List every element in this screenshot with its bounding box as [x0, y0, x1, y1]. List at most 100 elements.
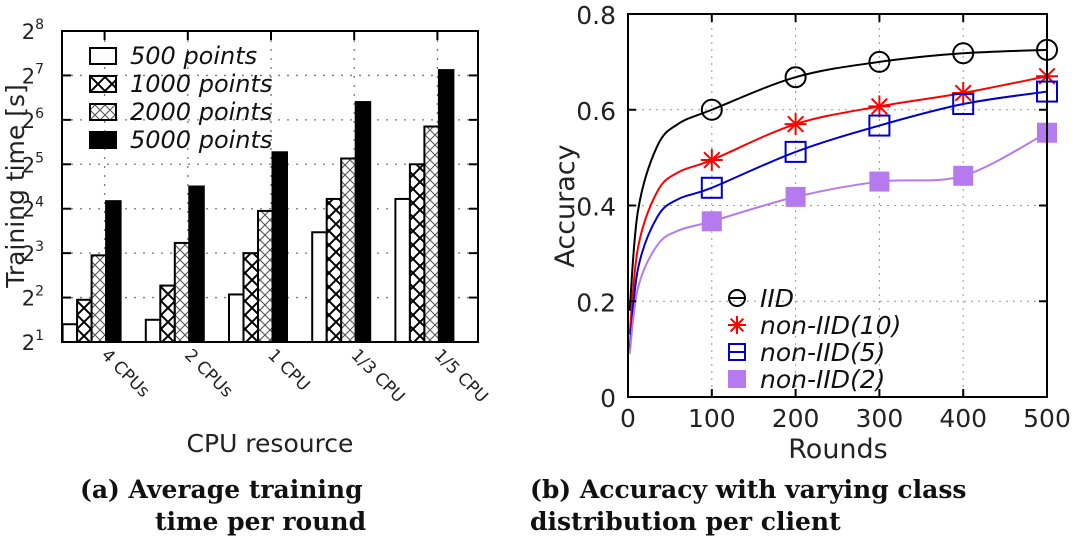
legend-label: 2000 points: [130, 98, 272, 126]
marker-circle: [700, 98, 723, 121]
legend-label: 5000 points: [130, 126, 272, 154]
marker-asterisk-stroke: [787, 115, 805, 133]
legend-swatch: [89, 103, 117, 121]
data-point: [868, 50, 891, 73]
bar-small-cross: [340, 157, 357, 343]
data-point: [784, 113, 807, 136]
y-tick-label: 21: [22, 328, 44, 355]
series-line-non-IID(10): [628, 75, 1048, 335]
caption-line2: time per round: [155, 507, 366, 536]
data-point: [952, 93, 975, 116]
data-point: [952, 42, 975, 65]
marker-asterisk-stroke: [870, 97, 888, 115]
legend-swatch: [89, 75, 117, 93]
y-tick-label: 27: [22, 61, 44, 88]
legend-swatch: [89, 47, 117, 65]
data-point: [784, 140, 807, 163]
y-tick-label: 25: [22, 150, 44, 177]
x-tick-label: 200: [772, 404, 820, 433]
bar-empty: [228, 293, 245, 343]
line-chart-accuracy: 00.20.40.60.80 100 200 300 400 500 IIDnon-IID…: [530, 1, 1071, 536]
x-tick-label: 1/3 CPU: [347, 345, 409, 407]
y-tick-label: 23: [22, 239, 44, 266]
bar-small-cross: [423, 125, 440, 344]
marker-square: [952, 93, 975, 116]
marker-asterisk-stroke: [703, 151, 721, 169]
bar-solid: [437, 69, 455, 344]
y-tick-label: 22: [22, 284, 44, 311]
bar-solid: [354, 101, 372, 344]
caption-line2: distribution per client: [530, 507, 841, 536]
caption-line1: (b) Accuracy with varying class: [530, 475, 966, 504]
bar-empty: [311, 231, 328, 343]
y-ticks: 21 22 23 24 25 26 27 28: [22, 17, 478, 355]
y-tick-label: 0.8: [576, 1, 616, 30]
legend-marker: [729, 317, 745, 333]
bar-empty: [61, 323, 79, 344]
bar-solid: [271, 151, 288, 343]
x-tick-label: 0: [620, 404, 636, 433]
marker-square: [868, 114, 891, 137]
x-tick-label: 1/5 CPU: [430, 345, 492, 407]
data-point: [700, 149, 723, 172]
x-axis-label: Rounds: [788, 434, 888, 465]
bar-big-cross: [76, 298, 93, 343]
marker-square-filled: [869, 171, 890, 192]
axis-ticks: 0 0.2 0.4 0.6 0.8 0 100 200 300 400 500: [576, 1, 1071, 433]
x-tick-label: 400: [939, 404, 987, 433]
data-point: [953, 165, 974, 186]
bar-big-cross: [325, 197, 343, 343]
legend-label: 1000 points: [130, 70, 272, 98]
data-point: [868, 114, 891, 137]
bar-solid: [188, 185, 205, 343]
bar-solid: [105, 200, 122, 343]
bar-small-cross: [257, 209, 274, 343]
data-point: [868, 95, 891, 118]
marker-circle: [868, 50, 891, 73]
y-tick-label: 0.2: [576, 288, 616, 317]
data-point: [784, 66, 807, 89]
marker-circle: [784, 66, 807, 89]
bar-empty: [394, 197, 411, 343]
x-tick-label: 4 CPUs: [97, 345, 153, 401]
series-lines: [628, 38, 1058, 355]
x-tick-label: 2 CPUs: [180, 345, 236, 401]
marker-asterisk-stroke: [954, 84, 972, 102]
marker-square-filled: [953, 165, 974, 186]
marker-square: [700, 176, 723, 199]
legend-label: non-IID(2): [760, 365, 885, 394]
y-axis-label: Training time [s]: [1, 84, 30, 289]
bar-big-cross: [242, 252, 259, 343]
caption-line1: (a) Average training: [80, 475, 363, 504]
marker-square: [784, 140, 807, 163]
legend-swatch: [89, 131, 117, 149]
legend-label: non-IID(10): [760, 311, 901, 340]
bar-chart-training-time: 21 22 23 24 25 26 27 28 4 CPUs 2 CPUs 1 CPU 1/3 CP…: [1, 17, 492, 536]
data-point: [700, 98, 723, 121]
bar-small-cross: [173, 241, 191, 343]
legend-label: IID: [760, 284, 794, 313]
x-ticks: 4 CPUs 2 CPUs 1 CPU 1/3 CPU 1/5 CPU: [97, 345, 492, 407]
series-line-non-IID(5): [628, 90, 1048, 350]
marker-square-filled: [785, 186, 806, 207]
y-axis-label: Accuracy: [550, 144, 581, 267]
data-point: [701, 211, 722, 232]
legend-label: 500 points: [130, 42, 257, 70]
data-point: [700, 176, 723, 199]
series-line-non-IID(2): [628, 131, 1048, 355]
marker-circle: [952, 42, 975, 65]
legend-label: non-IID(5): [760, 338, 885, 367]
legend-marker: [728, 370, 746, 388]
y-tick-label: 28: [22, 17, 44, 44]
series-line-IID: [628, 48, 1048, 311]
y-tick-label: 26: [22, 106, 44, 133]
y-tick-label: 0.4: [576, 193, 616, 222]
x-tick-label: 300: [856, 404, 904, 433]
bar-empty: [144, 318, 162, 343]
x-tick-label: 100: [688, 404, 736, 433]
bar-small-cross: [90, 254, 108, 343]
y-tick-label: 0: [600, 384, 616, 413]
